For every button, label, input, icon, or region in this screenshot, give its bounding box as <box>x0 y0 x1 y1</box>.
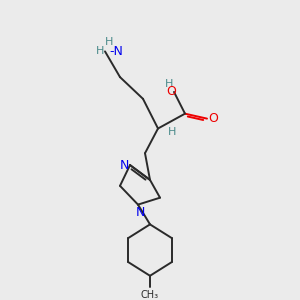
Text: H: H <box>96 46 104 56</box>
Text: H: H <box>165 79 173 89</box>
Text: O: O <box>208 112 218 125</box>
Text: -N: -N <box>109 45 123 58</box>
Text: CH₃: CH₃ <box>141 290 159 300</box>
Text: N: N <box>135 206 145 219</box>
Text: H: H <box>105 37 113 46</box>
Text: H: H <box>168 128 176 137</box>
Text: O: O <box>166 85 176 98</box>
Text: N: N <box>119 159 129 172</box>
